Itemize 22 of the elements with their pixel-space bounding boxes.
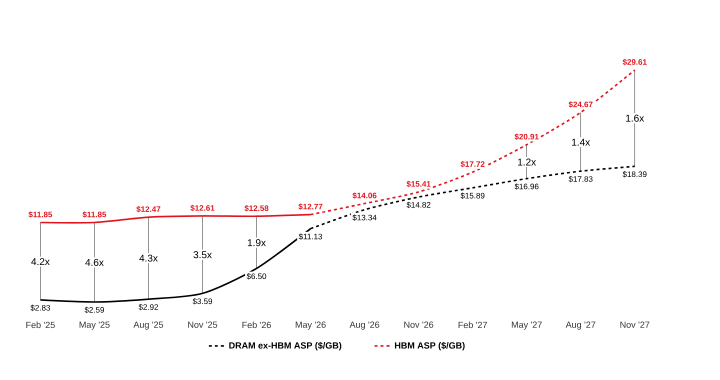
x-tick-label: Nov '27 <box>620 322 650 328</box>
x-tick-label: Nov '26 <box>404 322 434 328</box>
annotation: 3.5x <box>193 251 212 258</box>
annotation: 4.2x <box>31 258 50 266</box>
x-tick-label: Feb '26 <box>242 322 271 328</box>
x-tick-label: May '26 <box>296 322 326 330</box>
x-tick-label: Nov '25 <box>188 322 218 328</box>
annotation: 1.9x <box>248 239 266 246</box>
x-tick-label: May '27 <box>512 322 542 330</box>
x-tick-label: Feb '27 <box>458 322 488 328</box>
x-tick-label: Aug '27 <box>566 322 596 330</box>
annotation: 1.4x <box>572 138 590 146</box>
annotation: 4.6x <box>85 258 104 266</box>
annotation: 1.2x <box>518 158 536 166</box>
annotation: 1.6x <box>626 114 644 122</box>
legend-label: DRAM ex-HBM ASP ($/GB) <box>229 342 342 350</box>
annotation: 4.3x <box>139 254 158 262</box>
x-tick-label: May '25 <box>80 322 110 330</box>
x-tick-label: Feb '25 <box>26 322 55 328</box>
x-tick-label: Aug '26 <box>350 322 380 330</box>
x-tick-label: Aug '25 <box>133 322 164 330</box>
legend-label: HBM ASP ($/GB) <box>394 342 465 350</box>
